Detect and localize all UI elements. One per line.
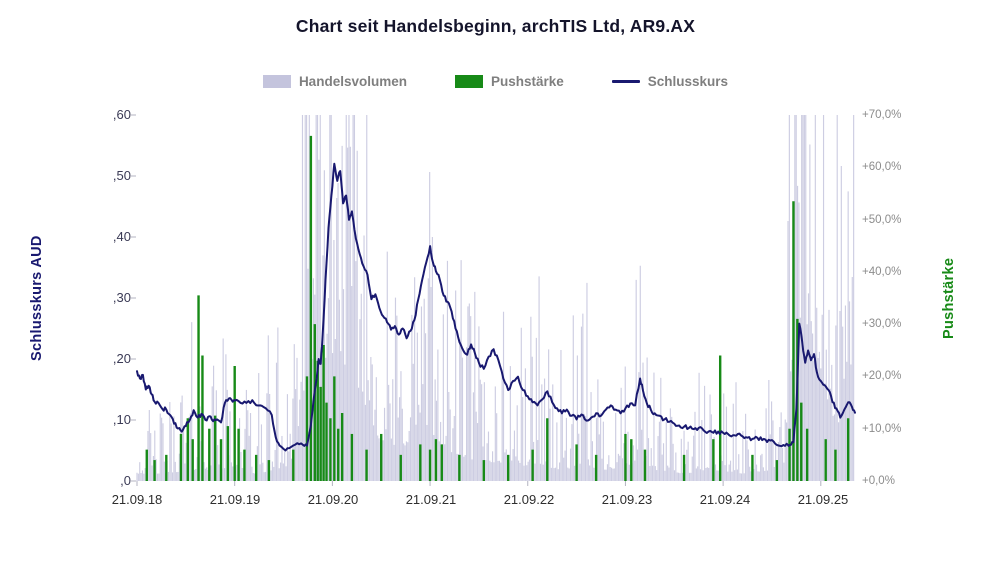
y-right-tick-label: +30,0% xyxy=(862,318,902,330)
legend-label-pushstaerke: Pushstärke xyxy=(490,74,564,89)
y-right-tick-label: +60,0% xyxy=(862,161,902,173)
y-axis-title-right: Pushstärke xyxy=(941,257,957,339)
legend-item-pushstaerke: Pushstärke xyxy=(454,74,564,89)
legend-item-handelsvolumen: Handelsvolumen xyxy=(262,74,407,89)
x-tick-label: 21.09.21 xyxy=(405,492,457,507)
y-left-tick-label: ,60 xyxy=(112,107,131,122)
y-left-tick-label: ,40 xyxy=(112,229,131,244)
x-tick-label: 21.09.23 xyxy=(601,492,653,507)
y-right-tick-label: +10,0% xyxy=(862,423,902,435)
x-tick-label: 21.09.20 xyxy=(307,492,359,507)
x-tick-label: 21.09.24 xyxy=(699,492,751,507)
y-right-tick-label: +70,0% xyxy=(862,109,902,121)
x-tick-label: 21.09.25 xyxy=(797,492,849,507)
x-tick-label: 21.09.22 xyxy=(503,492,555,507)
y-right-tick-label: +20,0% xyxy=(862,370,902,382)
y-left-tick-label: ,50 xyxy=(112,168,131,183)
y-left-tick-label: ,0 xyxy=(120,473,131,488)
y-right-tick-label: +50,0% xyxy=(862,214,902,226)
page-title: Chart seit Handelsbeginn, archTIS Ltd, A… xyxy=(295,16,696,36)
y-left-tick-label: ,10 xyxy=(112,412,131,427)
y-right-tick-label: +40,0% xyxy=(862,266,902,278)
legend-label-schlusskurs: Schlusskurs xyxy=(647,74,729,89)
y-left-tick-label: ,20 xyxy=(112,351,131,366)
push-swatch-icon xyxy=(454,75,483,88)
x-tick-label: 21.09.19 xyxy=(209,492,261,507)
y-right-tick-label: +0,0% xyxy=(862,475,895,487)
y-axis-title-left: Schlusskurs AUD xyxy=(29,235,45,361)
y-left-tick-label: ,30 xyxy=(112,290,131,305)
volume-swatch-icon xyxy=(262,75,291,88)
legend-item-schlusskurs: Schlusskurs xyxy=(611,74,729,89)
x-tick-label: 21.09.18 xyxy=(111,492,163,507)
close-line-swatch-icon xyxy=(611,80,640,83)
legend-label-handelsvolumen: Handelsvolumen xyxy=(298,74,407,89)
legend: Handelsvolumen Pushstärke Schlusskurs xyxy=(0,74,991,89)
